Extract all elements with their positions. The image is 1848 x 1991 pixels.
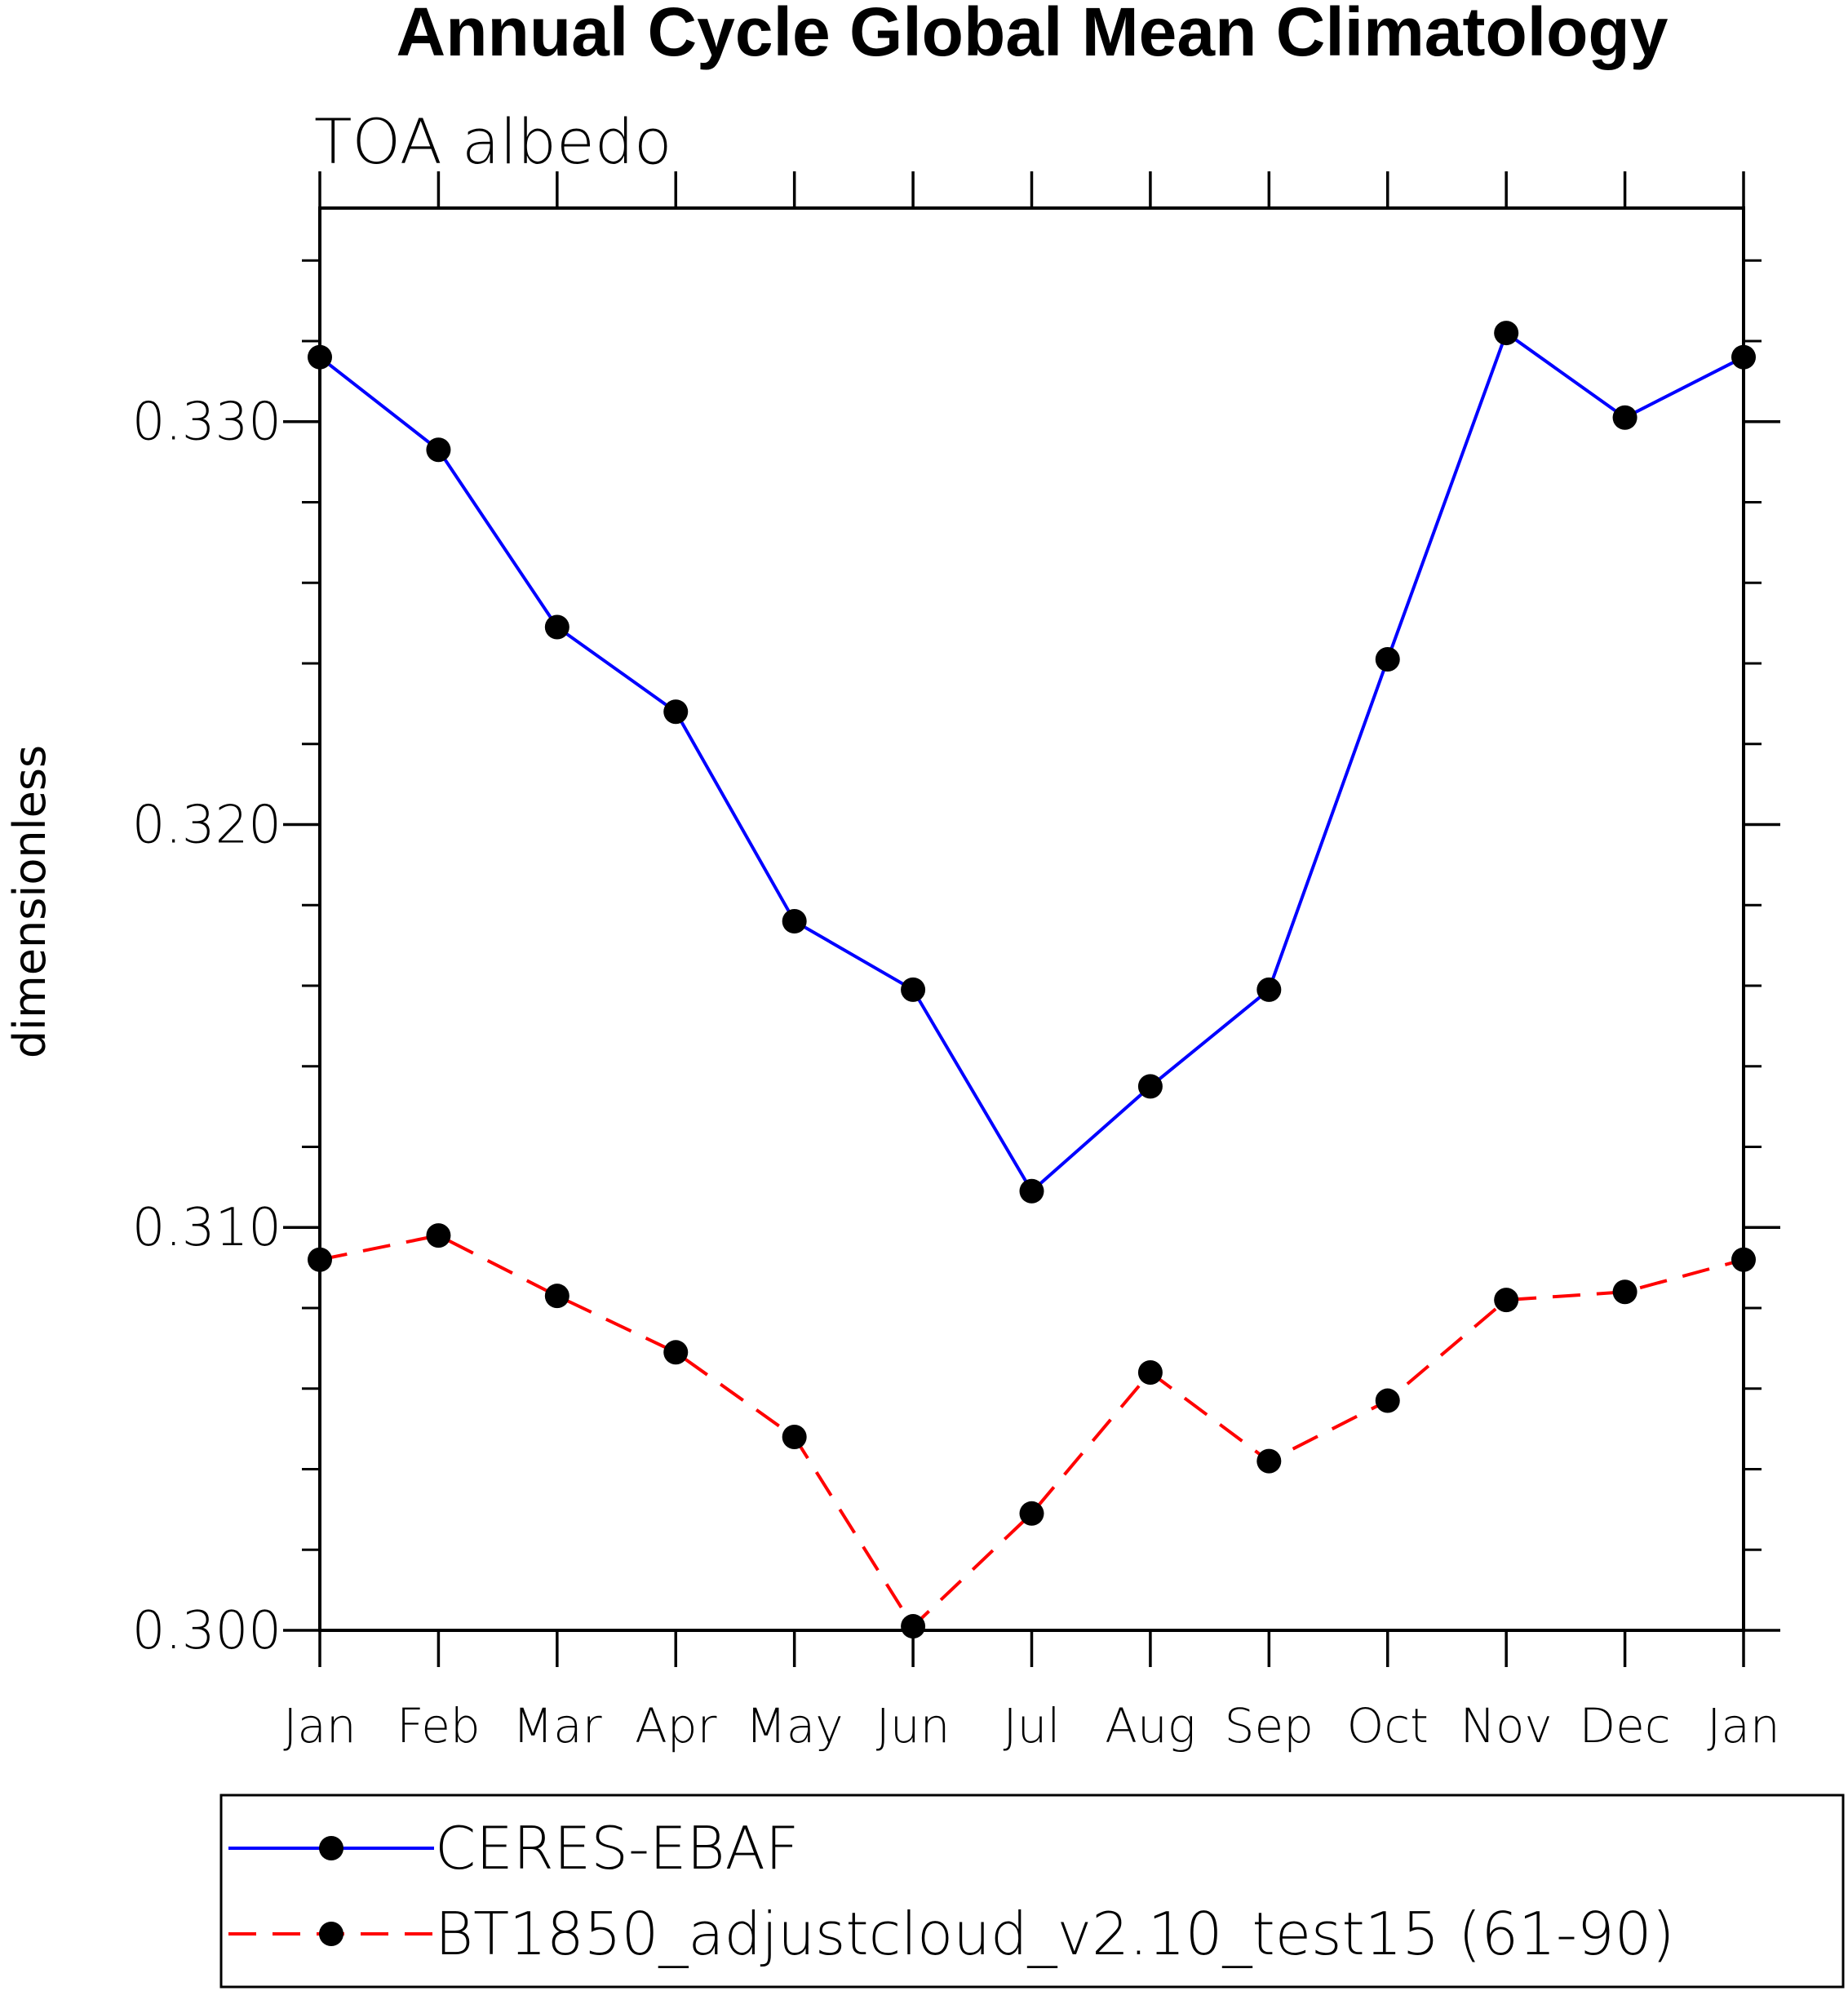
axis-ticks xyxy=(283,171,1780,1667)
data-point xyxy=(1256,1448,1282,1474)
x-tick-label: Nov xyxy=(1460,1698,1553,1754)
x-tick-label: Oct xyxy=(1347,1698,1429,1754)
legend: CERES-EBAF BT1850_adjustcloud_v2.10_test1… xyxy=(228,1814,1675,1968)
y-tick-label: 0.330 xyxy=(132,392,281,453)
x-tick-label: Jan xyxy=(1707,1698,1779,1754)
data-point xyxy=(663,699,689,725)
data-point xyxy=(426,437,451,463)
x-tick-label: Jan xyxy=(283,1698,356,1754)
data-point xyxy=(1137,1359,1163,1385)
data-point xyxy=(663,1340,689,1365)
data-point xyxy=(782,908,807,933)
data-point xyxy=(1137,1074,1163,1099)
legend-label-2: BT1850_adjustcloud_v2.10_test15 (61-90) xyxy=(435,1900,1675,1968)
x-tick-label: Dec xyxy=(1579,1698,1670,1754)
data-point xyxy=(901,1614,926,1639)
data-point xyxy=(544,614,569,640)
legend-box xyxy=(219,1794,1845,1989)
x-tick-label: Feb xyxy=(397,1698,481,1754)
chart-subtitle: TOA albedo xyxy=(314,105,671,178)
legend-label-1: CERES-EBAF xyxy=(435,1814,799,1882)
series-line-1 xyxy=(318,330,1744,1194)
tick-labels: Jan Feb Mar Apr May Jun Jul Aug Sep Oct Nov Dec Jan0… xyxy=(132,392,1780,1754)
chart-title: Annual Cycle Global Mean Climatology xyxy=(397,0,1669,70)
data-point xyxy=(1494,1288,1519,1313)
y-axis-label: dimensionless xyxy=(4,745,55,1058)
data-point xyxy=(1375,1388,1400,1413)
plot-frame xyxy=(318,206,1745,1632)
y-tick-label: 0.320 xyxy=(132,795,281,855)
series-layer xyxy=(308,321,1756,1639)
data-point xyxy=(426,1223,451,1248)
data-point xyxy=(1612,405,1637,430)
x-tick-label: Apr xyxy=(635,1698,716,1754)
x-tick-label: Aug xyxy=(1105,1698,1195,1754)
data-point xyxy=(1494,321,1519,346)
data-point xyxy=(1256,977,1282,1002)
x-tick-label: Sep xyxy=(1225,1698,1314,1754)
y-tick-label: 0.300 xyxy=(132,1601,281,1661)
data-point xyxy=(1019,1501,1044,1526)
x-tick-label: Jun xyxy=(876,1698,951,1754)
data-point xyxy=(1612,1279,1637,1305)
x-tick-label: May xyxy=(746,1698,844,1754)
data-point xyxy=(901,977,926,1002)
legend-marker-2 xyxy=(319,1922,343,1946)
x-tick-label: Mar xyxy=(512,1698,602,1754)
data-point xyxy=(544,1284,569,1309)
data-point xyxy=(782,1424,807,1449)
data-point xyxy=(1019,1178,1044,1204)
series-line-2 xyxy=(319,1234,1744,1630)
x-tick-label: Jul xyxy=(1004,1698,1061,1754)
data-point xyxy=(1375,647,1400,672)
y-tick-label: 0.310 xyxy=(132,1198,281,1258)
legend-marker-1 xyxy=(319,1836,343,1860)
